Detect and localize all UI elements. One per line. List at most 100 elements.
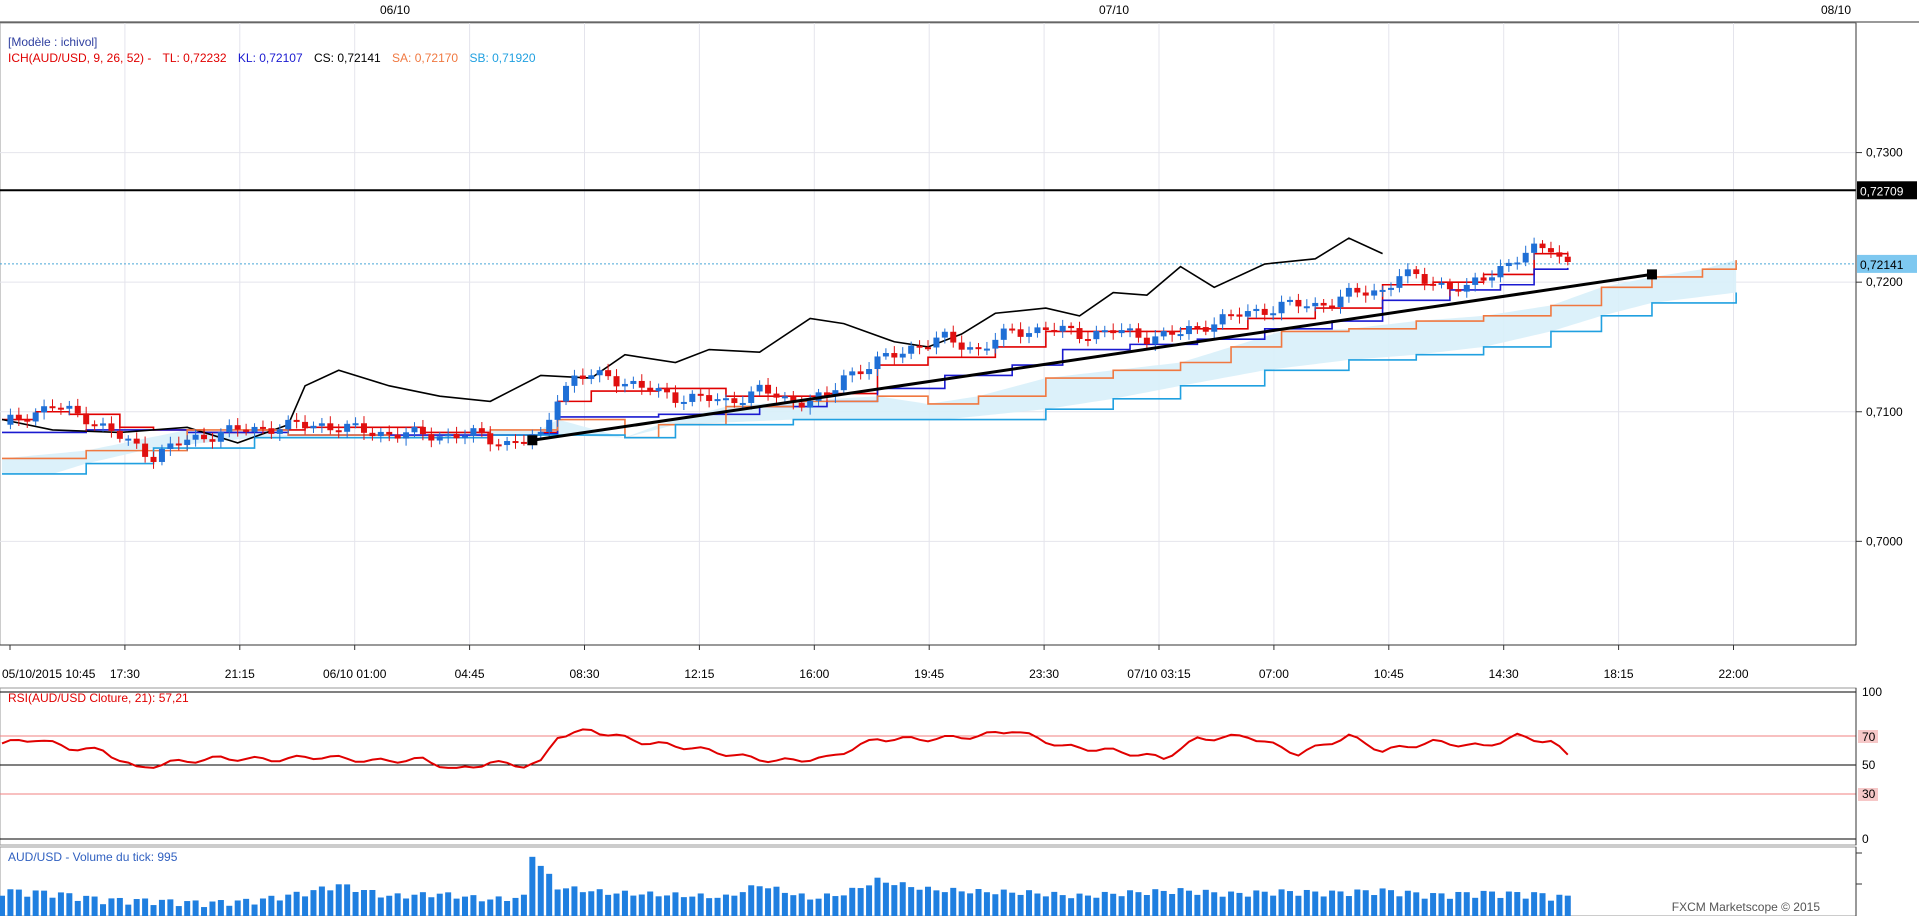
candle-body [1202, 327, 1209, 332]
time-label-12: 10:45 [1374, 667, 1404, 681]
volume-bar [1404, 890, 1411, 916]
candle-body [1480, 277, 1487, 281]
volume-legend: AUD/USD - Volume du tick: 995 [8, 850, 178, 864]
candle-body [638, 380, 645, 388]
volume-bar [302, 896, 309, 916]
volume-bar [1547, 900, 1554, 916]
volume-bar [453, 898, 460, 916]
volume-bar [1286, 891, 1293, 916]
level-price-tag [1857, 181, 1917, 200]
volume-bar [125, 904, 132, 916]
rsi-panel[interactable]: RSI(AUD/USD Cloture, 21): 57,21 100 70 5… [0, 685, 1882, 846]
candle-body [1194, 326, 1201, 329]
volume-bar [798, 893, 805, 916]
volume-bar [689, 896, 696, 916]
volume-bar [882, 882, 889, 916]
candle-body [142, 443, 149, 457]
volume-bar [1194, 894, 1201, 916]
candle-body [1379, 289, 1386, 292]
time-label-14: 18:15 [1604, 667, 1634, 681]
candle-body [621, 383, 628, 387]
volume-bar [1143, 894, 1150, 916]
candle-body [866, 369, 873, 375]
volume-bar [1059, 895, 1066, 916]
candle-body [1059, 325, 1066, 332]
rsi-polyline [1, 728, 1569, 769]
candle-body [428, 434, 435, 441]
volume-bars [0, 856, 1571, 916]
legend-sb: SB: 0,71920 [469, 51, 535, 65]
volume-bar [1413, 892, 1420, 916]
volume-bar [1127, 890, 1134, 916]
candle-body [588, 375, 595, 379]
volume-bar [1345, 896, 1352, 916]
candle-body [950, 331, 957, 343]
volume-bar [1135, 892, 1142, 916]
volume-bar [1017, 894, 1024, 916]
time-label-11: 07:00 [1259, 667, 1289, 681]
volume-bar [1489, 891, 1496, 916]
volume-bar [1371, 895, 1378, 916]
volume-panel[interactable]: AUD/USD - Volume du tick: 995 FXCM Marke… [0, 846, 1862, 917]
top-date-axis: 06/10 07/10 08/10 [0, 0, 1919, 32]
candle-body [1228, 314, 1235, 317]
candle-body [1312, 302, 1319, 307]
date-label-07-10: 07/10 [1099, 3, 1129, 17]
candle-body [1396, 276, 1403, 288]
candle-body [32, 412, 39, 422]
volume-bar [1388, 890, 1394, 916]
volume-bar [908, 887, 915, 916]
volume-bar [1354, 889, 1361, 916]
rsi-line [1, 728, 1569, 769]
candle-body [1345, 287, 1352, 297]
volume-bar [386, 895, 393, 916]
candle-body [436, 436, 443, 441]
candle-body [706, 395, 713, 401]
volume-bar [596, 889, 603, 916]
level-price-label: 0,72709 [1860, 184, 1904, 198]
volume-bar [647, 891, 654, 916]
time-label-7: 16:00 [799, 667, 829, 681]
candle-body [933, 337, 940, 348]
candle-body [1017, 329, 1024, 337]
candle-body [1034, 327, 1041, 334]
volume-bar [512, 897, 519, 916]
candle-body [1446, 282, 1453, 290]
candle-body [184, 439, 191, 446]
volume-bar [201, 907, 208, 916]
volume-bar [866, 885, 873, 916]
candle-body [1547, 248, 1554, 253]
volume-bar [706, 898, 713, 916]
horizontal-level-line[interactable]: 0,72709 0,72141 [0, 181, 1917, 273]
trendline-anchor-start [527, 435, 538, 446]
volume-bar [807, 899, 814, 916]
candle-body [41, 406, 48, 413]
volume-bar [116, 897, 123, 916]
volume-bar [655, 896, 662, 916]
price-axis[interactable]: 0,7300 0,7200 0,7100 0,7000 [1855, 23, 1903, 645]
time-label-6: 12:15 [684, 667, 714, 681]
date-label-08-10: 08/10 [1821, 3, 1851, 17]
trendline[interactable] [527, 269, 1657, 446]
volume-bar [613, 893, 620, 916]
volume-bar [731, 895, 738, 916]
volume-bar [958, 891, 965, 916]
candle-body [74, 405, 81, 414]
candle-body [268, 428, 275, 434]
candle-body [1270, 313, 1277, 316]
volume-bar [411, 894, 418, 916]
volume-bar [1337, 891, 1344, 916]
candle-body [66, 405, 73, 409]
volume-bar [49, 897, 56, 916]
candle-body [748, 391, 755, 403]
rsi-tick-100: 100 [1862, 685, 1882, 699]
candle-body [630, 380, 637, 384]
ichimoku-legend: ICH(AUD/USD, 9, 26, 52) - TL: 0,72232 KL… [8, 51, 536, 65]
volume-bar [605, 894, 612, 916]
candle-body [1110, 330, 1117, 334]
current-price-tag [1857, 254, 1917, 273]
price-panel[interactable]: 0,72709 0,72141 [0, 22, 1917, 646]
candle-body [327, 423, 334, 431]
